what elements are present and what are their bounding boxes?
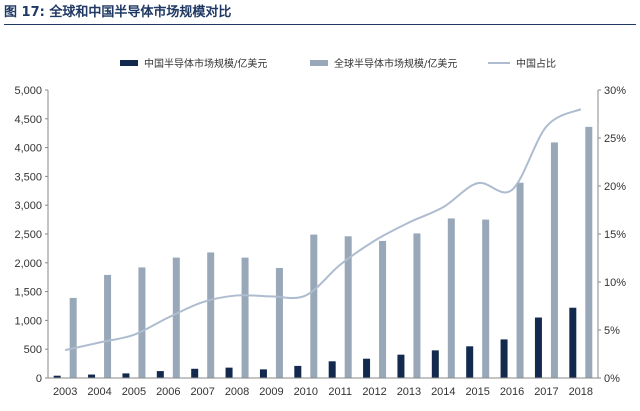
x-tick-label: 2011 (328, 386, 352, 398)
legend-swatch (310, 60, 328, 66)
china-market-bar (466, 346, 474, 378)
right-tick-label: 30% (604, 85, 626, 97)
global-market-bar (172, 257, 180, 378)
china-market-bar (431, 350, 439, 378)
left-tick-label: 1,000 (14, 315, 42, 327)
left-tick-label: 2,500 (14, 229, 42, 241)
x-tick-label: 2018 (569, 386, 593, 398)
left-tick-label: 5,000 (14, 85, 42, 97)
x-tick-label: 2016 (500, 386, 524, 398)
x-tick-label: 2014 (431, 386, 455, 398)
china-market-bar (225, 367, 233, 378)
x-tick-label: 2004 (87, 386, 111, 398)
china-market-bar (88, 374, 96, 378)
global-market-bar (585, 126, 593, 378)
left-tick-label: 500 (24, 344, 42, 356)
china-market-bar (53, 375, 61, 378)
global-market-bar (550, 142, 558, 378)
left-tick-label: 1,500 (14, 287, 42, 299)
legend: 中国半导体市场规模/亿美元 全球半导体市场规模/亿美元 中国占比 (120, 57, 556, 70)
global-market-bar (516, 182, 524, 378)
legend-swatch (120, 60, 138, 66)
global-market-bar (207, 252, 215, 378)
x-tick-label: 2010 (294, 386, 318, 398)
global-market-bar (379, 240, 387, 378)
x-axis: 2003 2004 2005 2006 2007 2008 2009 2010 2011 2012… (48, 377, 598, 398)
figure-title: 图 17: 全球和中国半导体市场规模对比 (4, 2, 636, 25)
line-layer (64, 108, 582, 352)
legend-label: 全球半导体市场规模/亿美元 (334, 57, 457, 70)
left-tick-label: 3,500 (14, 171, 42, 183)
right-tick-label: 10% (604, 277, 626, 289)
left-tick-label: 3,000 (14, 200, 42, 212)
left-tick-label: 4,000 (14, 143, 42, 155)
right-tick-label: 0% (604, 373, 620, 385)
china-market-bar (156, 371, 164, 378)
global-market-bar (69, 297, 77, 378)
right-tick-label: 20% (604, 181, 626, 193)
china-market-bar (534, 317, 542, 378)
right-tick-label: 5% (604, 325, 620, 337)
bars (53, 126, 593, 378)
china-market-bar (191, 368, 199, 378)
global-market-bar (310, 234, 318, 378)
x-tick-label: 2007 (190, 386, 214, 398)
china-share-line (64, 108, 582, 352)
global-market-bar (275, 267, 283, 378)
x-tick-label: 2012 (362, 386, 386, 398)
x-tick-label: 2008 (225, 386, 249, 398)
left-axis: 0 500 1,000 1,500 2,000 2,500 3,000 3,500 4,000 4… (14, 85, 49, 385)
china-market-bar (294, 365, 302, 378)
global-market-bar (241, 257, 249, 378)
left-tick-label: 4,500 (14, 114, 42, 126)
legend-label: 中国半导体市场规模/亿美元 (144, 57, 267, 70)
china-market-bar (500, 339, 508, 378)
x-tick-label: 2017 (534, 386, 558, 398)
x-tick-label: 2013 (397, 386, 421, 398)
global-market-bar (104, 274, 112, 378)
left-tick-label: 2,000 (14, 258, 42, 270)
x-tick-label: 2003 (53, 386, 77, 398)
global-market-bar (344, 236, 352, 378)
x-tick-label: 2015 (465, 386, 489, 398)
legend-label: 中国占比 (516, 57, 556, 70)
left-tick-label: 0 (36, 373, 42, 385)
x-tick-label: 2005 (122, 386, 146, 398)
global-market-bar (138, 267, 146, 378)
x-tick-label: 2009 (259, 386, 283, 398)
right-tick-label: 25% (604, 133, 626, 145)
china-market-bar (259, 369, 267, 378)
x-tick-label: 2006 (156, 386, 180, 398)
china-market-bar (569, 307, 577, 378)
china-market-bar (397, 354, 405, 378)
china-market-bar (328, 361, 336, 378)
right-axis: 0% 5% 10% 15% 20% 25% 30% (597, 85, 626, 385)
china-market-bar (122, 373, 130, 378)
china-market-bar (363, 358, 371, 378)
global-market-bar (447, 218, 455, 378)
global-market-bar (482, 219, 490, 378)
right-tick-label: 15% (604, 229, 626, 241)
global-market-bar (413, 233, 421, 378)
